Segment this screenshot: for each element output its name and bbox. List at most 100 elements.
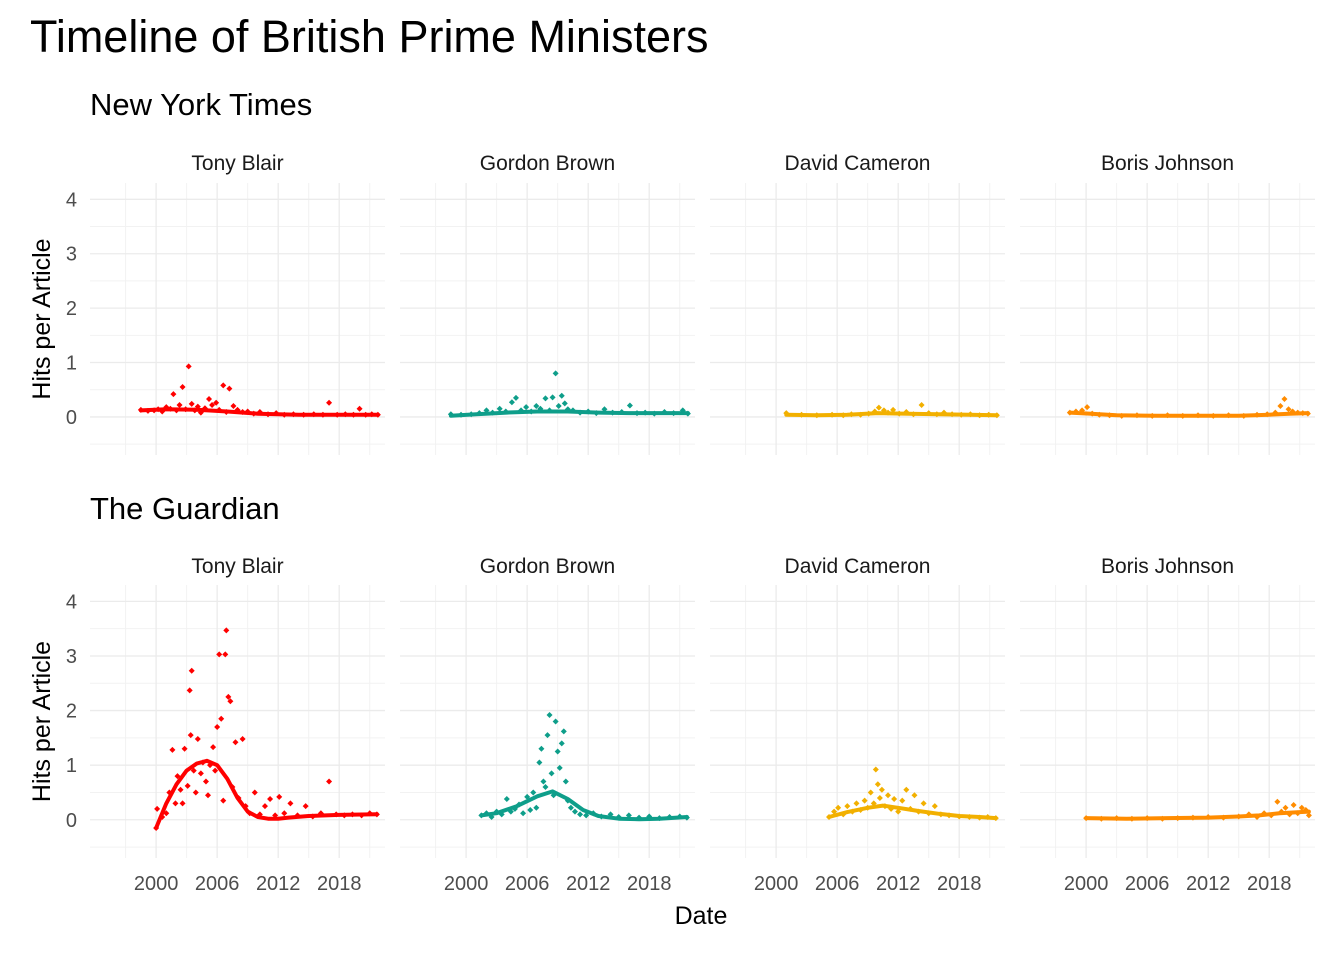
panel-the-guardian-boris-johnson: Boris Johnson 2000 2006 2012 2018 (1020, 555, 1315, 895)
panel-new-york-times-gordon-brown: Gordon Brown (400, 152, 695, 455)
data-point (876, 794, 883, 801)
data-point (261, 803, 268, 810)
x-tick-label: 2012 (256, 873, 301, 895)
data-point (542, 395, 549, 402)
x-tick-label: 2000 (134, 873, 179, 895)
data-point (867, 789, 874, 796)
x-tick-label: 2006 (505, 873, 550, 895)
x-tick-label: 2018 (317, 873, 362, 895)
data-point (287, 800, 294, 807)
data-point (874, 781, 881, 788)
data-point (251, 789, 258, 796)
data-point (861, 797, 868, 804)
y-tick-label: 0 (66, 810, 77, 832)
data-point (197, 770, 204, 777)
data-point (540, 778, 547, 785)
y-tick-label: 1 (66, 353, 77, 375)
facet-row-the-guardian: The Guardian Hits per Article 0 1 2 3 4 Tony Bl… (28, 491, 1315, 895)
data-point (567, 804, 574, 811)
panel-the-guardian-gordon-brown: Gordon Brown 2000 2006 2012 2018 (400, 555, 695, 895)
data-point (206, 395, 213, 402)
data-point (1282, 804, 1289, 811)
x-tick-label: 2006 (815, 873, 860, 895)
data-point (523, 404, 530, 411)
data-point (530, 789, 537, 796)
panel-new-york-times-boris-johnson: Boris Johnson (1020, 152, 1315, 455)
row-subtitle: The Guardian (90, 491, 280, 526)
data-point (225, 693, 232, 700)
data-point (1084, 404, 1091, 411)
x-tick-label: 2012 (1186, 873, 1231, 895)
data-point (227, 698, 234, 705)
data-point (536, 759, 543, 766)
y-tick-label: 2 (66, 701, 77, 723)
data-point (496, 405, 503, 412)
data-point (890, 406, 897, 413)
data-point (903, 786, 910, 793)
data-point (190, 767, 197, 774)
x-axis-title: Date (675, 902, 728, 930)
data-point (212, 767, 219, 774)
data-point (538, 745, 545, 752)
facet-strip-label: Boris Johnson (1101, 152, 1234, 175)
data-point (835, 804, 842, 811)
data-point (172, 800, 179, 807)
data-point (186, 687, 193, 694)
data-point (548, 770, 555, 777)
data-point (508, 399, 515, 406)
data-point (213, 399, 220, 406)
facet-strip-label: Gordon Brown (480, 555, 615, 578)
data-point (218, 715, 225, 722)
data-point (177, 786, 184, 793)
y-tick-label: 2 (66, 298, 77, 320)
data-point (205, 792, 211, 799)
y-tick-label: 0 (66, 407, 77, 429)
data-point (1298, 804, 1305, 811)
data-point (931, 803, 938, 810)
data-point (878, 786, 885, 793)
y-tick-label: 3 (66, 244, 77, 266)
facet-strip-label: David Cameron (785, 555, 931, 578)
data-point (555, 403, 562, 410)
data-point (176, 401, 183, 408)
data-point (1281, 395, 1288, 402)
x-tick-label: 2000 (1064, 873, 1109, 895)
data-point (181, 745, 188, 752)
data-point (899, 797, 906, 804)
data-point (220, 797, 227, 804)
data-point (556, 764, 563, 771)
data-point (187, 732, 194, 739)
data-point (533, 804, 540, 811)
facet-row-new-york-times: New York Times Hits per Article 0 1 2 3 4 Tony … (28, 87, 1315, 455)
data-point (895, 808, 902, 815)
x-tick-label: 2012 (566, 873, 611, 895)
data-point (571, 808, 578, 815)
data-point (546, 711, 553, 718)
data-point (356, 405, 363, 412)
data-point (188, 667, 195, 674)
y-tick-label: 4 (66, 591, 77, 613)
row-subtitle: New York Times (90, 87, 312, 122)
data-point (577, 811, 584, 818)
data-point (185, 363, 192, 370)
trend-line (138, 407, 380, 417)
data-point (875, 404, 882, 411)
data-point (194, 735, 201, 742)
data-point (192, 789, 199, 796)
data-point (918, 401, 925, 408)
facet-strip-label: Tony Blair (191, 555, 283, 578)
data-point (920, 800, 927, 807)
data-point (188, 400, 195, 407)
trend-line (1084, 809, 1311, 821)
data-point (625, 812, 632, 819)
data-point (562, 778, 569, 785)
data-point (179, 800, 186, 807)
data-point (1290, 802, 1297, 809)
x-tick-label: 2006 (195, 873, 240, 895)
trend-line (448, 409, 690, 418)
data-point (527, 806, 534, 813)
data-point (222, 651, 229, 658)
data-point (558, 392, 565, 399)
